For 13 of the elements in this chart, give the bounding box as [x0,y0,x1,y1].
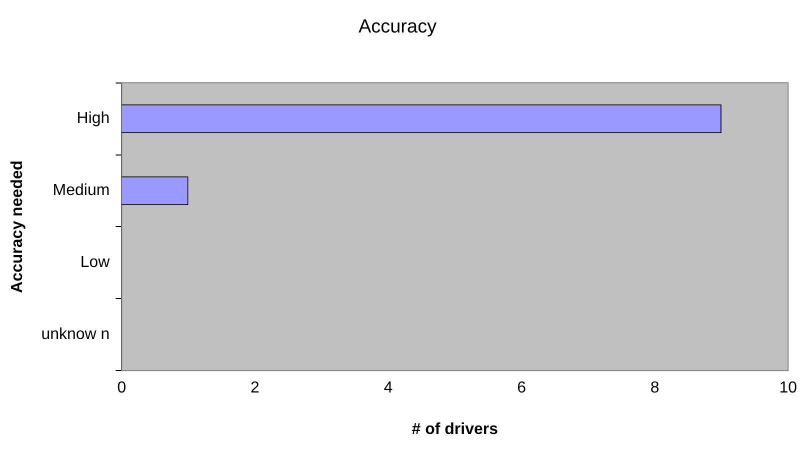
x-axis-title: # of drivers [412,420,498,438]
x-tick-label: 10 [779,380,798,397]
y-axis-title: Accuracy needed [9,160,26,293]
x-tick-label: 0 [117,380,126,397]
x-tick-label: 4 [384,380,393,397]
chart-title: Accuracy [358,16,438,38]
x-tick-label: 8 [650,380,660,397]
x-tick-label: 6 [517,380,526,397]
x-tick-label: 2 [250,380,260,397]
y-tick-label: unknow n [41,326,110,344]
y-tick-label: Medium [52,182,110,200]
y-tick-label: Low [80,254,110,272]
y-tick-label: High [76,110,110,128]
